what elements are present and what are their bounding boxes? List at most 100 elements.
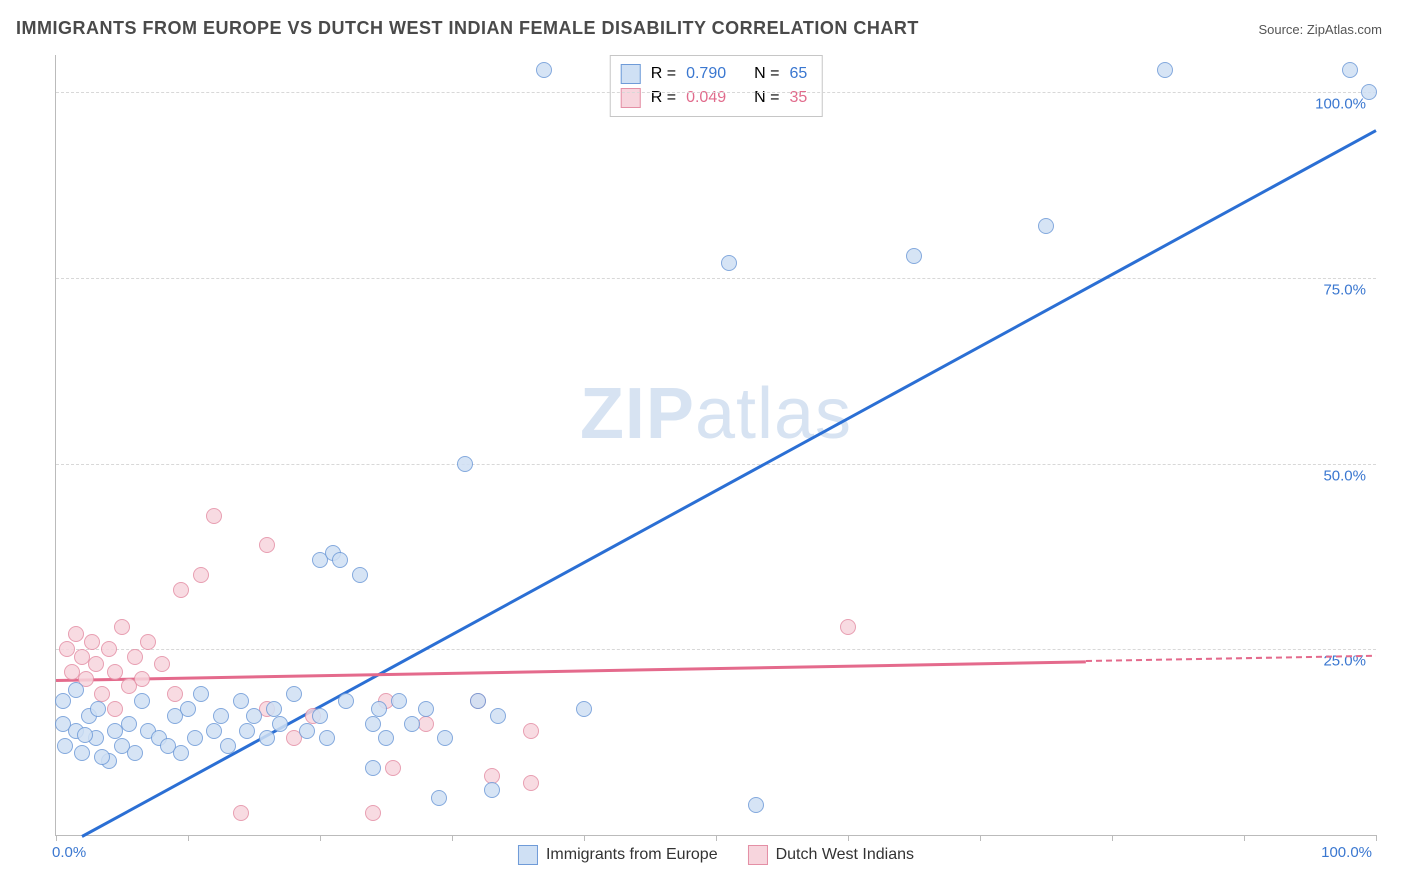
x-tick	[848, 835, 849, 841]
y-tick-label: 100.0%	[1315, 96, 1366, 113]
y-tick-label: 50.0%	[1323, 467, 1366, 484]
x-tick	[188, 835, 189, 841]
data-point-dwi	[114, 619, 130, 635]
swatch-europe-icon	[621, 64, 641, 84]
data-point-europe	[470, 693, 486, 709]
data-point-europe	[94, 749, 110, 765]
data-point-dwi	[385, 760, 401, 776]
legend-label-dwi: Dutch West Indians	[776, 846, 914, 864]
data-point-europe	[286, 686, 302, 702]
data-point-europe	[378, 730, 394, 746]
data-point-europe	[68, 682, 84, 698]
data-point-europe	[55, 693, 71, 709]
data-point-dwi	[59, 641, 75, 657]
gridline	[56, 278, 1376, 279]
data-point-dwi	[107, 701, 123, 717]
data-point-europe	[193, 686, 209, 702]
data-point-europe	[187, 730, 203, 746]
data-point-europe	[246, 708, 262, 724]
data-point-europe	[74, 745, 90, 761]
x-tick	[1244, 835, 1245, 841]
watermark: ZIPatlas	[580, 373, 852, 455]
series-legend: Immigrants from Europe Dutch West Indian…	[518, 845, 914, 865]
data-point-europe	[1038, 218, 1054, 234]
data-point-europe	[1342, 62, 1358, 78]
gridline	[56, 649, 1376, 650]
data-point-dwi	[193, 567, 209, 583]
data-point-europe	[490, 708, 506, 724]
data-point-europe	[365, 716, 381, 732]
data-point-europe	[220, 738, 236, 754]
data-point-dwi	[484, 768, 500, 784]
data-point-europe	[1361, 84, 1377, 100]
source-attribution: Source: ZipAtlas.com	[1258, 22, 1382, 37]
legend-label-europe: Immigrants from Europe	[546, 846, 718, 864]
swatch-dwi-icon	[748, 845, 768, 865]
data-point-europe	[906, 248, 922, 264]
data-point-europe	[127, 745, 143, 761]
data-point-europe	[134, 693, 150, 709]
data-point-europe	[90, 701, 106, 717]
data-point-dwi	[233, 805, 249, 821]
data-point-europe	[437, 730, 453, 746]
data-point-europe	[536, 62, 552, 78]
data-point-europe	[484, 782, 500, 798]
data-point-dwi	[523, 775, 539, 791]
swatch-dwi-icon	[621, 88, 641, 108]
chart-title: IMMIGRANTS FROM EUROPE VS DUTCH WEST IND…	[16, 18, 919, 39]
data-point-dwi	[259, 537, 275, 553]
r-label: R =	[651, 62, 676, 86]
data-point-europe	[272, 716, 288, 732]
data-point-dwi	[840, 619, 856, 635]
data-point-dwi	[84, 634, 100, 650]
stats-row-europe: R = 0.790 N = 65	[621, 62, 808, 86]
source-label: Source:	[1258, 22, 1306, 37]
data-point-dwi	[206, 508, 222, 524]
data-point-europe	[121, 716, 137, 732]
correlation-stats-box: R = 0.790 N = 65 R = 0.049 N = 35	[610, 55, 823, 117]
trendline	[56, 660, 1086, 681]
data-point-dwi	[140, 634, 156, 650]
stats-row-dwi: R = 0.049 N = 35	[621, 86, 808, 110]
x-tick-label-right: 100.0%	[1321, 844, 1372, 861]
r-value-europe: 0.790	[686, 62, 726, 86]
x-tick	[1112, 835, 1113, 841]
data-point-europe	[365, 760, 381, 776]
data-point-dwi	[154, 656, 170, 672]
x-tick-label-left: 0.0%	[52, 844, 86, 861]
data-point-dwi	[173, 582, 189, 598]
data-point-europe	[332, 552, 348, 568]
data-point-europe	[338, 693, 354, 709]
data-point-europe	[319, 730, 335, 746]
data-point-europe	[721, 255, 737, 271]
watermark-bold: ZIP	[580, 374, 695, 454]
data-point-europe	[1157, 62, 1173, 78]
trendline	[82, 129, 1377, 837]
gridline	[56, 464, 1376, 465]
data-point-europe	[457, 456, 473, 472]
x-tick	[584, 835, 585, 841]
data-point-europe	[266, 701, 282, 717]
x-tick	[56, 835, 57, 841]
data-point-europe	[180, 701, 196, 717]
n-value-europe: 65	[789, 62, 807, 86]
data-point-europe	[312, 708, 328, 724]
data-point-dwi	[88, 656, 104, 672]
y-tick-label: 75.0%	[1323, 281, 1366, 298]
data-point-dwi	[167, 686, 183, 702]
data-point-europe	[418, 701, 434, 717]
data-point-europe	[77, 727, 93, 743]
data-point-europe	[57, 738, 73, 754]
n-label: N =	[754, 86, 779, 110]
data-point-dwi	[127, 649, 143, 665]
data-point-europe	[239, 723, 255, 739]
x-tick	[320, 835, 321, 841]
data-point-dwi	[68, 626, 84, 642]
data-point-europe	[213, 708, 229, 724]
watermark-light: atlas	[695, 374, 852, 454]
data-point-europe	[576, 701, 592, 717]
r-label: R =	[651, 86, 676, 110]
legend-item-dwi: Dutch West Indians	[748, 845, 914, 865]
legend-item-europe: Immigrants from Europe	[518, 845, 718, 865]
data-point-europe	[259, 730, 275, 746]
